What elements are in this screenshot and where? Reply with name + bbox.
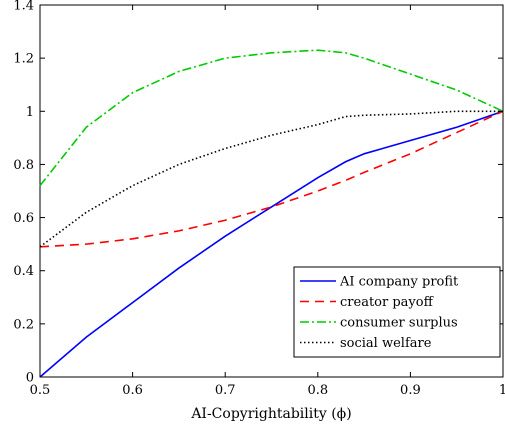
x-tick-label: 0.5 xyxy=(30,383,51,398)
series-line-creator-payoff xyxy=(39,110,504,248)
series-line-ai-company-profit xyxy=(39,110,504,378)
series-line-consumer-surplus xyxy=(39,49,504,187)
axes-box xyxy=(39,4,504,378)
y-tick-label: 1 xyxy=(26,105,34,120)
y-tick-label: 0.6 xyxy=(13,211,34,226)
y-tick-label: 1.2 xyxy=(13,52,34,67)
x-tick-label: 0.6 xyxy=(122,383,143,398)
x-tick-label: 1 xyxy=(499,383,505,398)
legend-label: consumer surplus xyxy=(340,316,458,331)
y-tick-label: 0.8 xyxy=(13,158,34,173)
y-tick-label: 0.4 xyxy=(13,264,34,279)
x-axis-label: AI-Copyrightability (ϕ) xyxy=(190,406,351,422)
series-group xyxy=(39,49,504,378)
legend: AI company profit creator payoff consumer … xyxy=(293,266,501,358)
legend-label: creator payoff xyxy=(340,295,435,310)
legend-label: AI company profit xyxy=(339,275,459,290)
y-tick-label: 0.2 xyxy=(13,317,34,332)
series-line-social-welfare xyxy=(39,110,503,248)
ticks-group: 0.5 0.6 0.7 0.8 0.9 1 0 0.2 0.4 0.6 0.8 1 1.2 1.4 xyxy=(13,0,505,398)
legend-label: social welfare xyxy=(340,336,432,351)
x-tick-label: 0.9 xyxy=(400,383,421,398)
y-tick-label: 1.4 xyxy=(13,0,34,14)
plot-area: 0.5 0.6 0.7 0.8 0.9 1 0 0.2 0.4 0.6 0.8 1 1.2 1.4 xyxy=(13,0,505,398)
y-tick-label: 0 xyxy=(26,371,34,386)
x-tick-label: 0.7 xyxy=(215,383,236,398)
x-tick-label: 0.8 xyxy=(307,383,328,398)
